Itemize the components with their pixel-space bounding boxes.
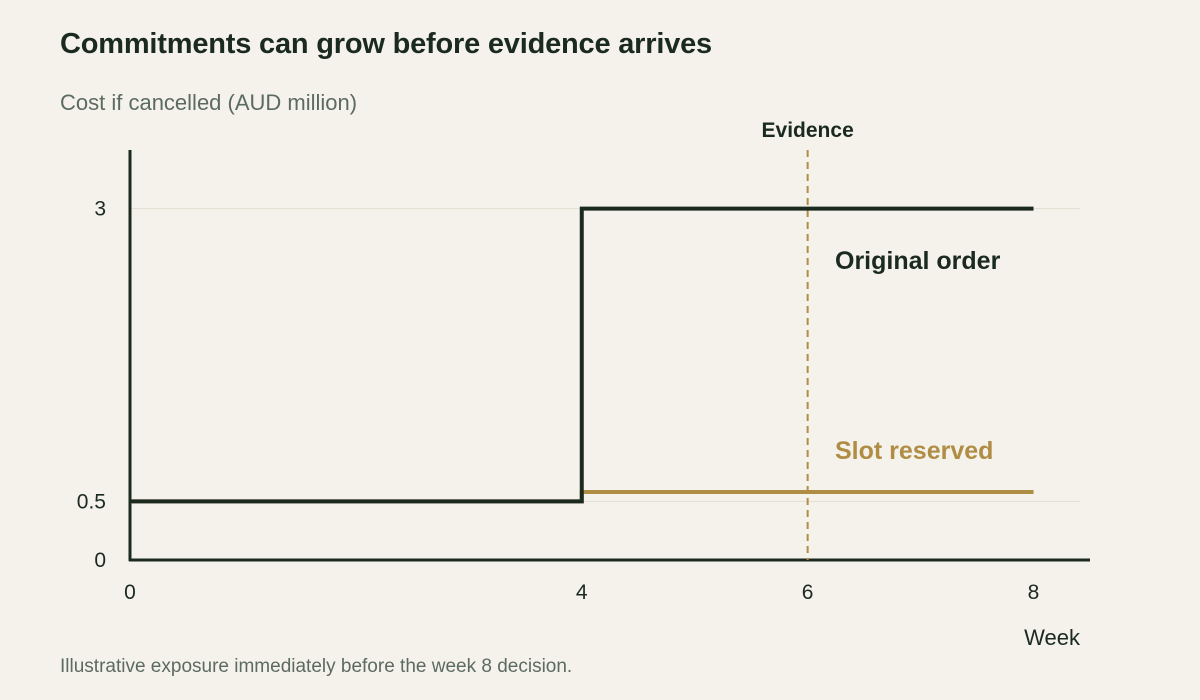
x-axis-title: Week xyxy=(1024,625,1081,650)
x-tick-label: 0 xyxy=(124,581,136,604)
y-tick-label: 0.5 xyxy=(77,490,106,513)
series-label-original-order: Original order xyxy=(835,247,1001,275)
series-line-0 xyxy=(130,206,1034,504)
y-tick-label: 0 xyxy=(94,549,106,572)
evidence-marker-label: Evidence xyxy=(762,119,854,142)
chart-title: Commitments can grow before evidence arr… xyxy=(60,28,712,60)
x-tick-label: 6 xyxy=(802,581,814,604)
x-tick-label: 8 xyxy=(1028,581,1040,604)
y-tick-label: 3 xyxy=(94,198,106,221)
series-label-slot-reserved: Slot reserved xyxy=(835,437,993,465)
chart-footnote: Illustrative exposure immediately before… xyxy=(60,656,573,677)
x-tick-label: 4 xyxy=(576,581,588,604)
chart-subtitle: Cost if cancelled (AUD million) xyxy=(60,90,358,115)
